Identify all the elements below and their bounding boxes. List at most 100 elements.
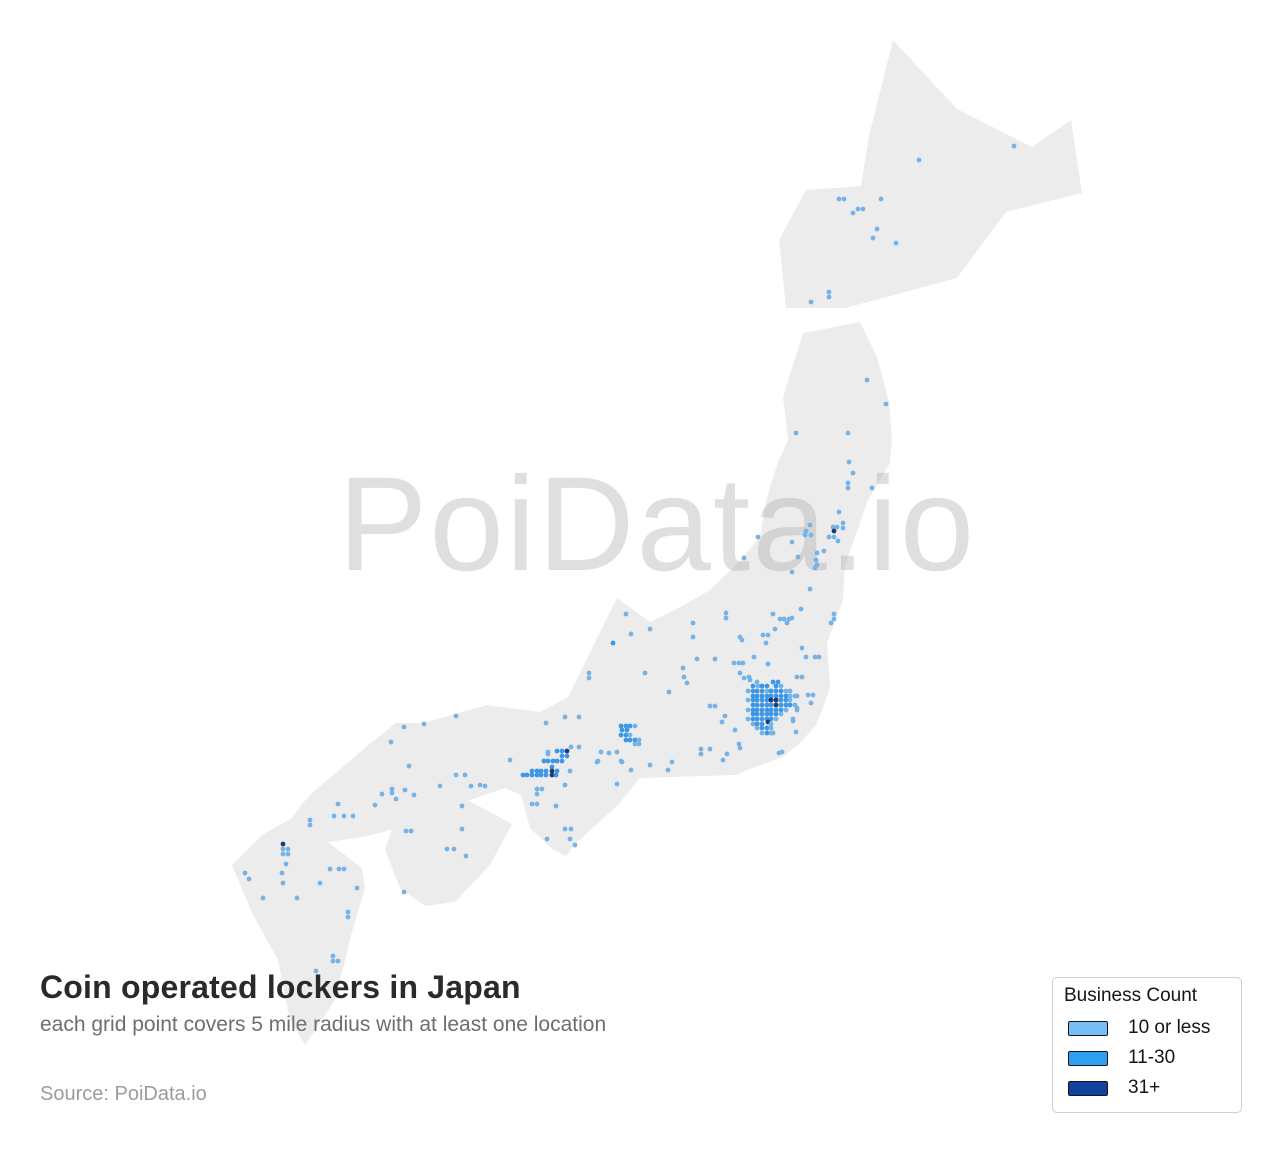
map-dot [739,637,745,643]
map-dot [534,786,540,792]
map-dot [647,762,653,768]
map-dot [745,697,751,703]
map-dot [754,711,760,717]
map-dot [893,240,899,246]
map-dot [681,674,687,680]
map-dot [828,620,834,626]
map-dot [750,688,756,694]
map-dot [707,746,713,752]
map-dot [845,485,851,491]
map-dot [787,697,793,703]
map-dot [372,802,378,808]
map-dot [623,723,629,729]
map-dot [723,610,729,616]
map-dot [335,958,341,964]
map-dot [759,730,765,736]
map-dot [623,737,629,743]
map-dot [787,693,793,699]
map-dot [538,768,544,774]
map-dot [773,716,779,722]
map-dot [754,725,760,731]
map-dot [760,632,766,638]
map-dot [794,707,800,713]
map-dot [408,828,414,834]
map-dot [722,713,728,719]
map-dot [736,741,742,747]
map-dot [799,645,805,651]
map-dot [529,801,535,807]
map-dot [789,615,795,621]
map-dot [764,688,770,694]
map-dot [406,763,412,769]
map-dot [462,772,468,778]
map-dot [805,692,811,698]
map-dot [834,524,840,530]
map-dot [802,532,808,538]
map-dot [534,791,540,797]
map-dot [606,750,612,756]
map-dot [778,702,784,708]
map-dot [538,772,544,778]
map-dot [330,958,336,964]
map-dot [750,702,756,708]
map-dot [770,730,776,736]
map-dot [393,796,399,802]
map-dot [750,721,756,727]
map-dot [812,654,818,660]
map-dot [813,557,819,563]
map-dot [468,783,474,789]
map-dot [666,689,672,695]
map-dot [553,772,559,778]
map-dot [789,569,795,575]
legend-label-mid: 11-30 [1128,1047,1176,1068]
map-dot [778,693,784,699]
map-dot [737,745,743,751]
map-dot [778,688,784,694]
map-dot [840,520,846,526]
map-dot [627,737,633,743]
map-dot [768,702,774,708]
map-dot [759,721,765,727]
map-dot [783,707,789,713]
map-dot [694,656,700,662]
map-dot [586,675,592,681]
map-dot [623,732,629,738]
map-dot [831,528,837,534]
map-dot [789,539,795,545]
map-dot [750,716,756,722]
map-dot [529,768,535,774]
map-dot [755,683,761,689]
map-dot [836,196,842,202]
island-shikoku [385,797,512,906]
map-dot [614,781,620,787]
map-dot [279,870,285,876]
map-dot [864,377,870,383]
map-dot [598,749,604,755]
map-dot [619,727,625,733]
map-dot [778,707,784,713]
map-dot [642,670,648,676]
map-dot [750,683,756,689]
map-dot [482,783,488,789]
map-dot [437,783,443,789]
map-dot [783,697,789,703]
map-dot [750,693,756,699]
map-dot [916,157,922,163]
map-dot [836,509,842,515]
map-dot [751,654,757,660]
map-dot [793,729,799,735]
chart-subtitle: each grid point covers 5 mile radius wit… [40,1013,607,1036]
legend-box: Business Count 10 or less 11-30 31+ [1052,977,1242,1113]
map-dot [731,660,737,666]
map-dot [770,679,776,685]
map-dot [783,688,789,694]
map-dot [550,758,556,764]
map-dot [549,764,555,770]
map-dot [632,723,638,729]
map-dot [401,724,407,730]
map-dot [764,697,770,703]
map-dot [690,620,696,626]
map-dot [628,631,634,637]
map-dot [554,758,560,764]
